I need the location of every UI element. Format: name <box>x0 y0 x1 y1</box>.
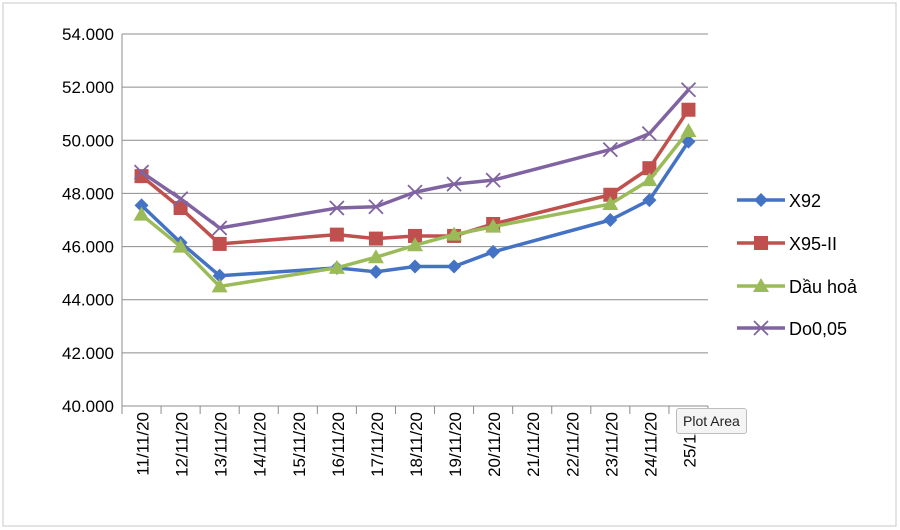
data-point-square <box>642 161 657 176</box>
data-point-diamond <box>642 193 657 208</box>
data-point-x <box>172 191 189 207</box>
data-point-x <box>753 320 769 336</box>
x-tick-label: 21/11/20 <box>524 412 543 477</box>
data-point-x <box>407 184 423 200</box>
legend: X92 X95-II Dầu hoả Do0,05 <box>737 191 858 339</box>
legend-entry: Dầu hoả <box>737 277 858 297</box>
data-point-triangle <box>602 196 619 211</box>
data-point-triangle <box>680 122 697 137</box>
data-point-x <box>641 126 658 142</box>
data-point-square <box>408 228 422 243</box>
data-point-triangle <box>753 278 769 292</box>
data-point-x <box>602 141 618 158</box>
y-tick-label: 50.000 <box>62 131 114 150</box>
x-tick-label: 20/11/20 <box>485 412 504 477</box>
x-tick-label: 24/11/20 <box>641 412 660 477</box>
x-tick-label: 22/11/20 <box>563 412 582 477</box>
y-tick-label: 48.000 <box>62 184 114 203</box>
data-point-square <box>603 187 618 202</box>
data-point-triangle <box>133 206 150 221</box>
data-point-square <box>329 227 344 242</box>
data-point-square <box>212 236 227 251</box>
y-tick-label: 52.000 <box>62 78 114 97</box>
y-tick-label: 40.000 <box>62 397 114 416</box>
data-point-triangle <box>172 238 189 253</box>
data-point-diamond <box>447 259 462 274</box>
x-tick-label: 19/11/20 <box>446 412 465 477</box>
x-tick-label: 14/11/20 <box>251 412 270 477</box>
legend-entry: X95-II <box>737 234 837 254</box>
data-point-diamond <box>486 244 501 259</box>
y-tick-label: 46.000 <box>62 238 114 257</box>
x-tick-label: 13/11/20 <box>212 412 231 477</box>
data-point-x <box>446 176 462 192</box>
x-tick-label: 17/11/20 <box>368 412 387 477</box>
legend-label: Do0,05 <box>789 319 847 339</box>
data-point-square <box>754 236 768 250</box>
series-X95-II <box>134 102 696 251</box>
series-X92 <box>134 134 696 283</box>
data-point-x <box>485 172 501 188</box>
series-Dầu hoả <box>133 122 697 293</box>
x-tick-label: 11/11/20 <box>134 412 153 476</box>
legend-label: X92 <box>789 191 821 211</box>
data-point-x <box>680 82 697 98</box>
data-point-diamond <box>368 264 383 279</box>
data-point-diamond <box>603 213 618 227</box>
data-point-diamond <box>134 198 149 213</box>
y-tick-label: 42.000 <box>62 344 114 363</box>
data-point-x <box>212 220 228 236</box>
x-tick-label: 16/11/20 <box>329 412 348 477</box>
data-point-triangle <box>328 259 345 274</box>
axes: 40.000 42.000 44.000 46.000 48.000 50.000 52.0… <box>62 25 709 477</box>
data-point-triangle <box>407 237 423 252</box>
data-point-x <box>329 200 345 216</box>
data-point-triangle <box>211 278 228 293</box>
x-tick-label: 12/11/20 <box>173 412 192 477</box>
data-point-square <box>368 231 383 246</box>
data-point-triangle <box>367 249 384 264</box>
series-Do0,05 <box>133 82 697 236</box>
data-point-x <box>133 164 150 180</box>
data-point-diamond <box>754 193 768 207</box>
data-point-triangle <box>446 226 463 241</box>
data-point-triangle <box>485 218 502 233</box>
legend-label: Dầu hoả <box>789 277 858 297</box>
data-point-x <box>368 199 384 215</box>
data-point-square <box>681 102 696 117</box>
data-point-square <box>173 201 188 216</box>
legend-entry: X92 <box>737 191 821 211</box>
y-tick-label: 44.000 <box>62 291 114 310</box>
data-point-diamond <box>408 259 422 274</box>
plot-area-tooltip: Plot Area <box>676 408 747 434</box>
data-point-triangle <box>641 172 658 187</box>
legend-label: X95-II <box>789 234 837 254</box>
y-tick-label: 54.000 <box>62 25 114 44</box>
x-tick-label: 18/11/20 <box>407 412 426 477</box>
x-tick-label: 15/11/20 <box>290 412 309 477</box>
series-layer <box>133 82 697 293</box>
data-point-diamond <box>212 268 227 283</box>
legend-entry: Do0,05 <box>737 319 847 339</box>
x-tick-label: 23/11/20 <box>602 412 621 477</box>
